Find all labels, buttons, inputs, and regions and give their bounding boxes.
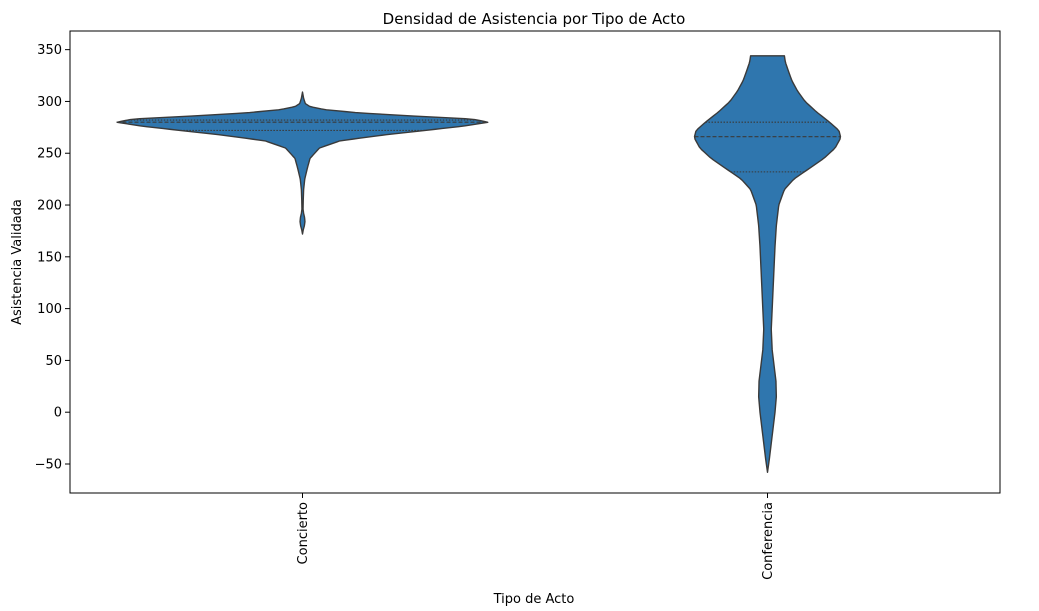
y-tick-label: 250 bbox=[37, 147, 62, 162]
y-tick-label: −50 bbox=[35, 457, 62, 472]
violin-body-conferencia bbox=[693, 55, 842, 473]
y-tick-label: 300 bbox=[37, 95, 62, 110]
chart-title: Densidad de Asistencia por Tipo de Acto bbox=[383, 10, 686, 28]
y-axis-label: Asistencia Validada bbox=[10, 199, 25, 325]
x-tick-label: Conferencia bbox=[761, 502, 776, 580]
y-tick-label: 150 bbox=[37, 250, 62, 265]
y-tick-label: 350 bbox=[37, 43, 62, 58]
plot-frame bbox=[69, 30, 1001, 494]
y-axis: −50 0 50 100 150 200 250 300 350 bbox=[35, 43, 70, 472]
x-axis: Concierto Conferencia bbox=[296, 493, 776, 580]
violin-body-concierto bbox=[116, 91, 489, 235]
y-tick-label: 0 bbox=[54, 406, 62, 421]
y-tick-label: 100 bbox=[37, 302, 62, 317]
y-tick-label: 200 bbox=[37, 199, 62, 214]
x-axis-label: Tipo de Acto bbox=[493, 592, 575, 607]
x-tick-label: Concierto bbox=[296, 502, 311, 564]
y-tick-label: 50 bbox=[45, 354, 62, 369]
violin-group bbox=[116, 55, 842, 473]
